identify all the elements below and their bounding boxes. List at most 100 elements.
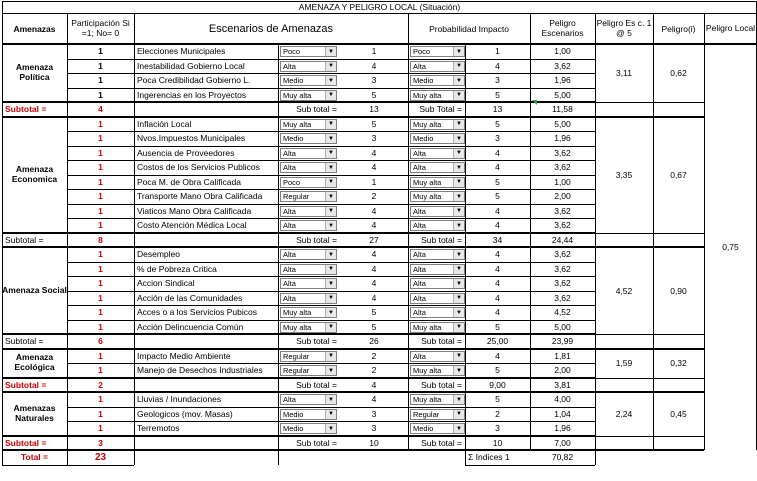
chevron-down-icon[interactable]: ▼ [453,366,464,375]
impacto-select[interactable]: Medio ▼ [410,75,465,86]
probabilidad-select[interactable]: Alta ▼ [280,249,337,260]
chevron-down-icon[interactable]: ▼ [325,409,336,419]
chevron-down-icon[interactable]: ▼ [325,76,336,85]
impacto-value: 3 [495,75,500,86]
impacto-select[interactable]: Regular ▼ [410,408,465,420]
impacto-select[interactable]: Alta ▼ [410,278,465,289]
impacto-select[interactable]: Alta ▼ [410,60,465,72]
probabilidad-select[interactable]: Alta ▼ [280,162,337,173]
impacto-select[interactable]: Muy alta ▼ [410,365,465,376]
impacto-select[interactable]: Alta ▼ [410,307,465,318]
chevron-down-icon[interactable]: ▼ [325,322,336,332]
probabilidad-select[interactable]: Regular ▼ [280,365,337,376]
probabilidad-select[interactable]: Alta ▼ [280,278,337,289]
probabilidad-select[interactable]: Regular ▼ [280,350,337,362]
probabilidad-select[interactable]: Muy alta ▼ [280,89,337,101]
impacto-select[interactable]: Muy alta ▼ [410,118,465,130]
probabilidad-select[interactable]: Alta ▼ [280,60,337,72]
chevron-down-icon[interactable]: ▼ [325,264,336,274]
chevron-down-icon[interactable]: ▼ [453,293,464,303]
chevron-down-icon[interactable]: ▼ [325,90,336,100]
chevron-down-icon[interactable]: ▼ [325,61,336,71]
impacto-select-value: Regular [413,409,440,419]
chevron-down-icon[interactable]: ▼ [325,424,336,433]
impacto-select[interactable]: Alta ▼ [410,220,465,231]
impacto-select[interactable]: Alta ▼ [410,205,465,217]
probabilidad-select[interactable]: Medio ▼ [280,408,337,420]
chevron-down-icon[interactable]: ▼ [325,192,336,201]
impacto-select[interactable]: Alta ▼ [410,249,465,260]
impacto-select[interactable]: Medio ▼ [410,133,465,144]
probabilidad-select[interactable]: Alta ▼ [280,292,337,304]
probabilidad-select[interactable]: Alta ▼ [280,147,337,159]
probabilidad-select[interactable]: Medio ▼ [280,133,337,144]
impacto-select[interactable]: Muy alta ▼ [410,321,465,333]
probabilidad-select[interactable]: Poco ▼ [280,176,337,188]
chevron-down-icon[interactable]: ▼ [453,163,464,172]
impacto-select[interactable]: Alta ▼ [410,162,465,173]
chevron-down-icon[interactable]: ▼ [325,148,336,158]
chevron-down-icon[interactable]: ▼ [453,424,464,433]
chevron-down-icon[interactable]: ▼ [325,163,336,172]
chevron-down-icon[interactable]: ▼ [453,148,464,158]
probabilidad-select[interactable]: Muy alta ▼ [280,118,337,130]
subtotal-prob-label: Sub total = [296,379,337,390]
chevron-down-icon[interactable]: ▼ [453,395,464,404]
probabilidad-select[interactable]: Medio ▼ [280,423,337,434]
chevron-down-icon[interactable]: ▼ [325,395,336,404]
chevron-down-icon[interactable]: ▼ [325,366,336,375]
chevron-down-icon[interactable]: ▼ [453,409,464,419]
chevron-down-icon[interactable]: ▼ [453,134,464,143]
grid-line [278,102,279,117]
impacto-select[interactable]: Muy alta ▼ [410,191,465,202]
chevron-down-icon[interactable]: ▼ [453,61,464,71]
chevron-down-icon[interactable]: ▼ [453,119,464,129]
chevron-down-icon[interactable]: ▼ [325,279,336,288]
chevron-down-icon[interactable]: ▼ [325,177,336,187]
chevron-down-icon[interactable]: ▼ [325,293,336,303]
probabilidad-select[interactable]: Alta ▼ [280,205,337,217]
probabilidad-select-value: Alta [283,206,296,216]
impacto-select[interactable]: Medio ▼ [410,423,465,434]
chevron-down-icon[interactable]: ▼ [453,221,464,230]
impacto-select[interactable]: Poco ▼ [410,46,465,57]
chevron-down-icon[interactable]: ▼ [453,279,464,288]
probabilidad-select[interactable]: Muy alta ▼ [280,321,337,333]
probabilidad-select-value: Regular [283,192,310,201]
chevron-down-icon[interactable]: ▼ [325,119,336,129]
impacto-select[interactable]: Alta ▼ [410,147,465,159]
chevron-down-icon[interactable]: ▼ [453,351,464,361]
chevron-down-icon[interactable]: ▼ [453,264,464,274]
chevron-down-icon[interactable]: ▼ [325,250,336,259]
chevron-down-icon[interactable]: ▼ [325,47,336,56]
impacto-select[interactable]: Muy alta ▼ [410,89,465,101]
chevron-down-icon[interactable]: ▼ [325,206,336,216]
chevron-down-icon[interactable]: ▼ [453,250,464,259]
chevron-down-icon[interactable]: ▼ [453,322,464,332]
grid-line [278,348,279,378]
chevron-down-icon[interactable]: ▼ [325,221,336,230]
chevron-down-icon[interactable]: ▼ [453,206,464,216]
chevron-down-icon[interactable]: ▼ [453,308,464,317]
chevron-down-icon[interactable]: ▼ [325,308,336,317]
chevron-down-icon[interactable]: ▼ [453,177,464,187]
chevron-down-icon[interactable]: ▼ [453,192,464,201]
probabilidad-select[interactable]: Poco ▼ [280,46,337,57]
chevron-down-icon[interactable]: ▼ [325,351,336,361]
impacto-select[interactable]: Muy alta ▼ [410,176,465,188]
impacto-select[interactable]: Alta ▼ [410,292,465,304]
grid-line [67,421,530,422]
impacto-select[interactable]: Alta ▼ [410,350,465,362]
probabilidad-select[interactable]: Alta ▼ [280,394,337,405]
impacto-select[interactable]: Muy alta ▼ [410,394,465,405]
chevron-down-icon[interactable]: ▼ [325,134,336,143]
chevron-down-icon[interactable]: ▼ [453,47,464,56]
chevron-down-icon[interactable]: ▼ [453,90,464,100]
probabilidad-select[interactable]: Alta ▼ [280,220,337,231]
probabilidad-select[interactable]: Regular ▼ [280,191,337,202]
probabilidad-select[interactable]: Medio ▼ [280,75,337,86]
probabilidad-select[interactable]: Muy alta ▼ [280,307,337,318]
chevron-down-icon[interactable]: ▼ [453,76,464,85]
probabilidad-select[interactable]: Alta ▼ [280,263,337,275]
impacto-select[interactable]: Alta ▼ [410,263,465,275]
